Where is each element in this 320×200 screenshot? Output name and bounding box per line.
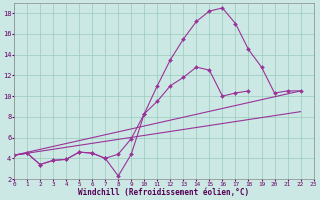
X-axis label: Windchill (Refroidissement éolien,°C): Windchill (Refroidissement éolien,°C) (78, 188, 249, 197)
